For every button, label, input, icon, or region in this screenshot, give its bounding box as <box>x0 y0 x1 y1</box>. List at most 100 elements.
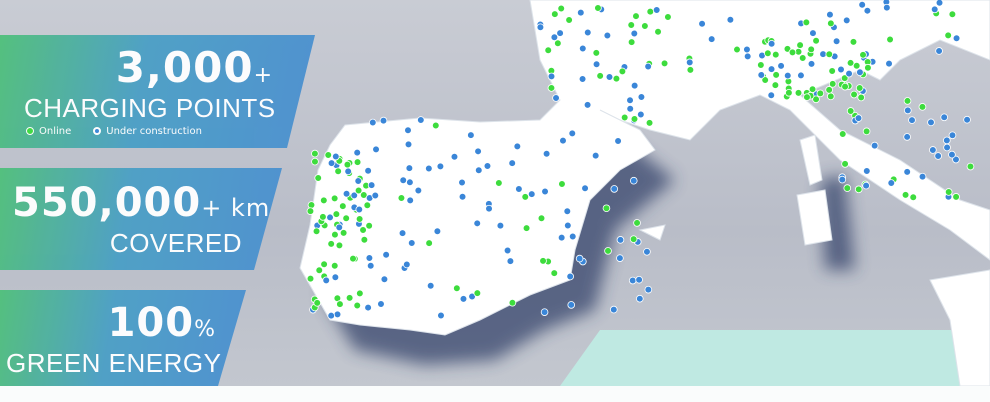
online-station-dot <box>944 188 953 196</box>
online-station-dot <box>431 121 440 130</box>
construction-station-dot <box>943 143 951 152</box>
construction-station-dot <box>354 177 363 185</box>
construction-station-dot <box>365 254 374 262</box>
stat-suffix: + <box>253 63 273 88</box>
network-map <box>299 0 990 386</box>
construction-station-dot <box>635 275 643 284</box>
online-station-dot <box>841 82 849 91</box>
stat-value: 550,000 <box>12 180 202 226</box>
online-station-dot <box>551 10 559 18</box>
online-station-dot <box>857 93 865 102</box>
online-station-dot <box>314 174 322 182</box>
online-station-dot <box>627 38 636 46</box>
online-station-dot <box>495 179 503 187</box>
stat-value: 3,000 <box>115 43 254 92</box>
online-station-dot <box>349 254 357 263</box>
online-station-dot <box>816 89 825 98</box>
construction-station-dot <box>767 91 776 100</box>
online-station-dot <box>594 4 602 12</box>
construction-station-dot <box>644 62 652 71</box>
construction-station-dot <box>506 257 515 265</box>
online-station-dot <box>332 210 341 218</box>
online-station-dot <box>330 194 339 203</box>
stat-suffix: % <box>194 317 216 342</box>
construction-station-dot <box>842 16 851 25</box>
online-station-dot <box>808 85 817 93</box>
construction-station-dot <box>797 71 805 80</box>
construction-station-dot <box>515 185 523 193</box>
online-station-dot <box>772 71 780 79</box>
online-station-dot <box>320 260 328 269</box>
online-station-dot <box>948 10 957 19</box>
construction-station-dot <box>952 34 961 43</box>
online-station-dot <box>909 193 918 202</box>
construction-station-dot <box>550 33 559 42</box>
online-station-dot <box>812 95 820 104</box>
construction-station-dot <box>436 162 445 171</box>
construction-station-dot <box>407 239 416 247</box>
online-station-dot <box>841 160 849 168</box>
stat-green-energy: 100% GREEN ENERGY <box>0 290 246 386</box>
construction-station-dot <box>450 152 459 161</box>
construction-station-dot <box>564 221 572 230</box>
construction-station-dot <box>536 23 545 32</box>
online-station-dot <box>356 289 364 298</box>
online-station-dot <box>359 226 367 234</box>
bottom-strip <box>0 386 990 402</box>
online-station-dot <box>592 49 601 57</box>
construction-station-dot <box>399 176 408 185</box>
construction-station-dot <box>371 191 380 200</box>
construction-station-dot <box>940 113 949 122</box>
online-station-dot <box>944 31 952 40</box>
online-station-dot <box>345 294 354 302</box>
legend-under-construction: Under construction <box>93 126 202 137</box>
construction-station-dot <box>767 65 776 73</box>
construction-station-dot <box>614 137 622 145</box>
online-station-dot <box>827 19 835 28</box>
construction-station-dot <box>483 162 492 170</box>
stat-suffix: + km <box>201 194 271 222</box>
shallow-sea <box>560 330 990 386</box>
construction-station-dot <box>862 181 870 190</box>
construction-station-dot <box>838 175 847 184</box>
construction-station-dot <box>458 192 467 201</box>
construction-station-dot <box>513 142 522 151</box>
construction-station-dot <box>327 159 336 167</box>
construction-station-dot <box>568 232 577 241</box>
online-station-dot <box>537 214 546 223</box>
construction-station-dot <box>468 292 476 301</box>
construction-station-dot <box>467 131 475 139</box>
construction-station-dot <box>629 176 638 185</box>
construction-station-dot <box>527 190 536 198</box>
online-station-dot <box>757 61 765 69</box>
construction-station-dot <box>353 148 362 157</box>
online-station-dot <box>641 22 649 30</box>
construction-station-dot <box>636 294 644 303</box>
construction-station-dot <box>927 118 935 127</box>
online-station-dot <box>565 16 573 24</box>
online-station-dot <box>425 239 433 247</box>
online-station-dot <box>365 221 373 230</box>
construction-station-dot <box>344 167 352 176</box>
construction-station-dot <box>459 295 468 303</box>
online-station-dot <box>557 4 566 13</box>
stat-label: COVERED <box>109 228 242 258</box>
construction-station-dot <box>819 50 827 58</box>
construction-station-dot <box>948 150 956 159</box>
construction-station-dot <box>327 311 335 320</box>
online-station-dot <box>312 227 321 236</box>
online-station-dot <box>825 86 833 94</box>
online-station-dot <box>903 97 912 105</box>
construction-station-dot <box>583 101 592 109</box>
construction-station-dot <box>496 221 505 230</box>
construction-station-dot <box>610 185 619 193</box>
online-station-dot <box>660 59 669 68</box>
online-station-dot <box>335 241 344 250</box>
online-station-dot <box>354 186 363 195</box>
online-station-dot <box>627 21 636 29</box>
construction-station-dot <box>934 152 942 160</box>
construction-station-dot <box>743 45 751 54</box>
construction-station-dot <box>377 300 385 308</box>
online-station-dot <box>846 59 855 67</box>
online-station-dot <box>645 119 654 127</box>
